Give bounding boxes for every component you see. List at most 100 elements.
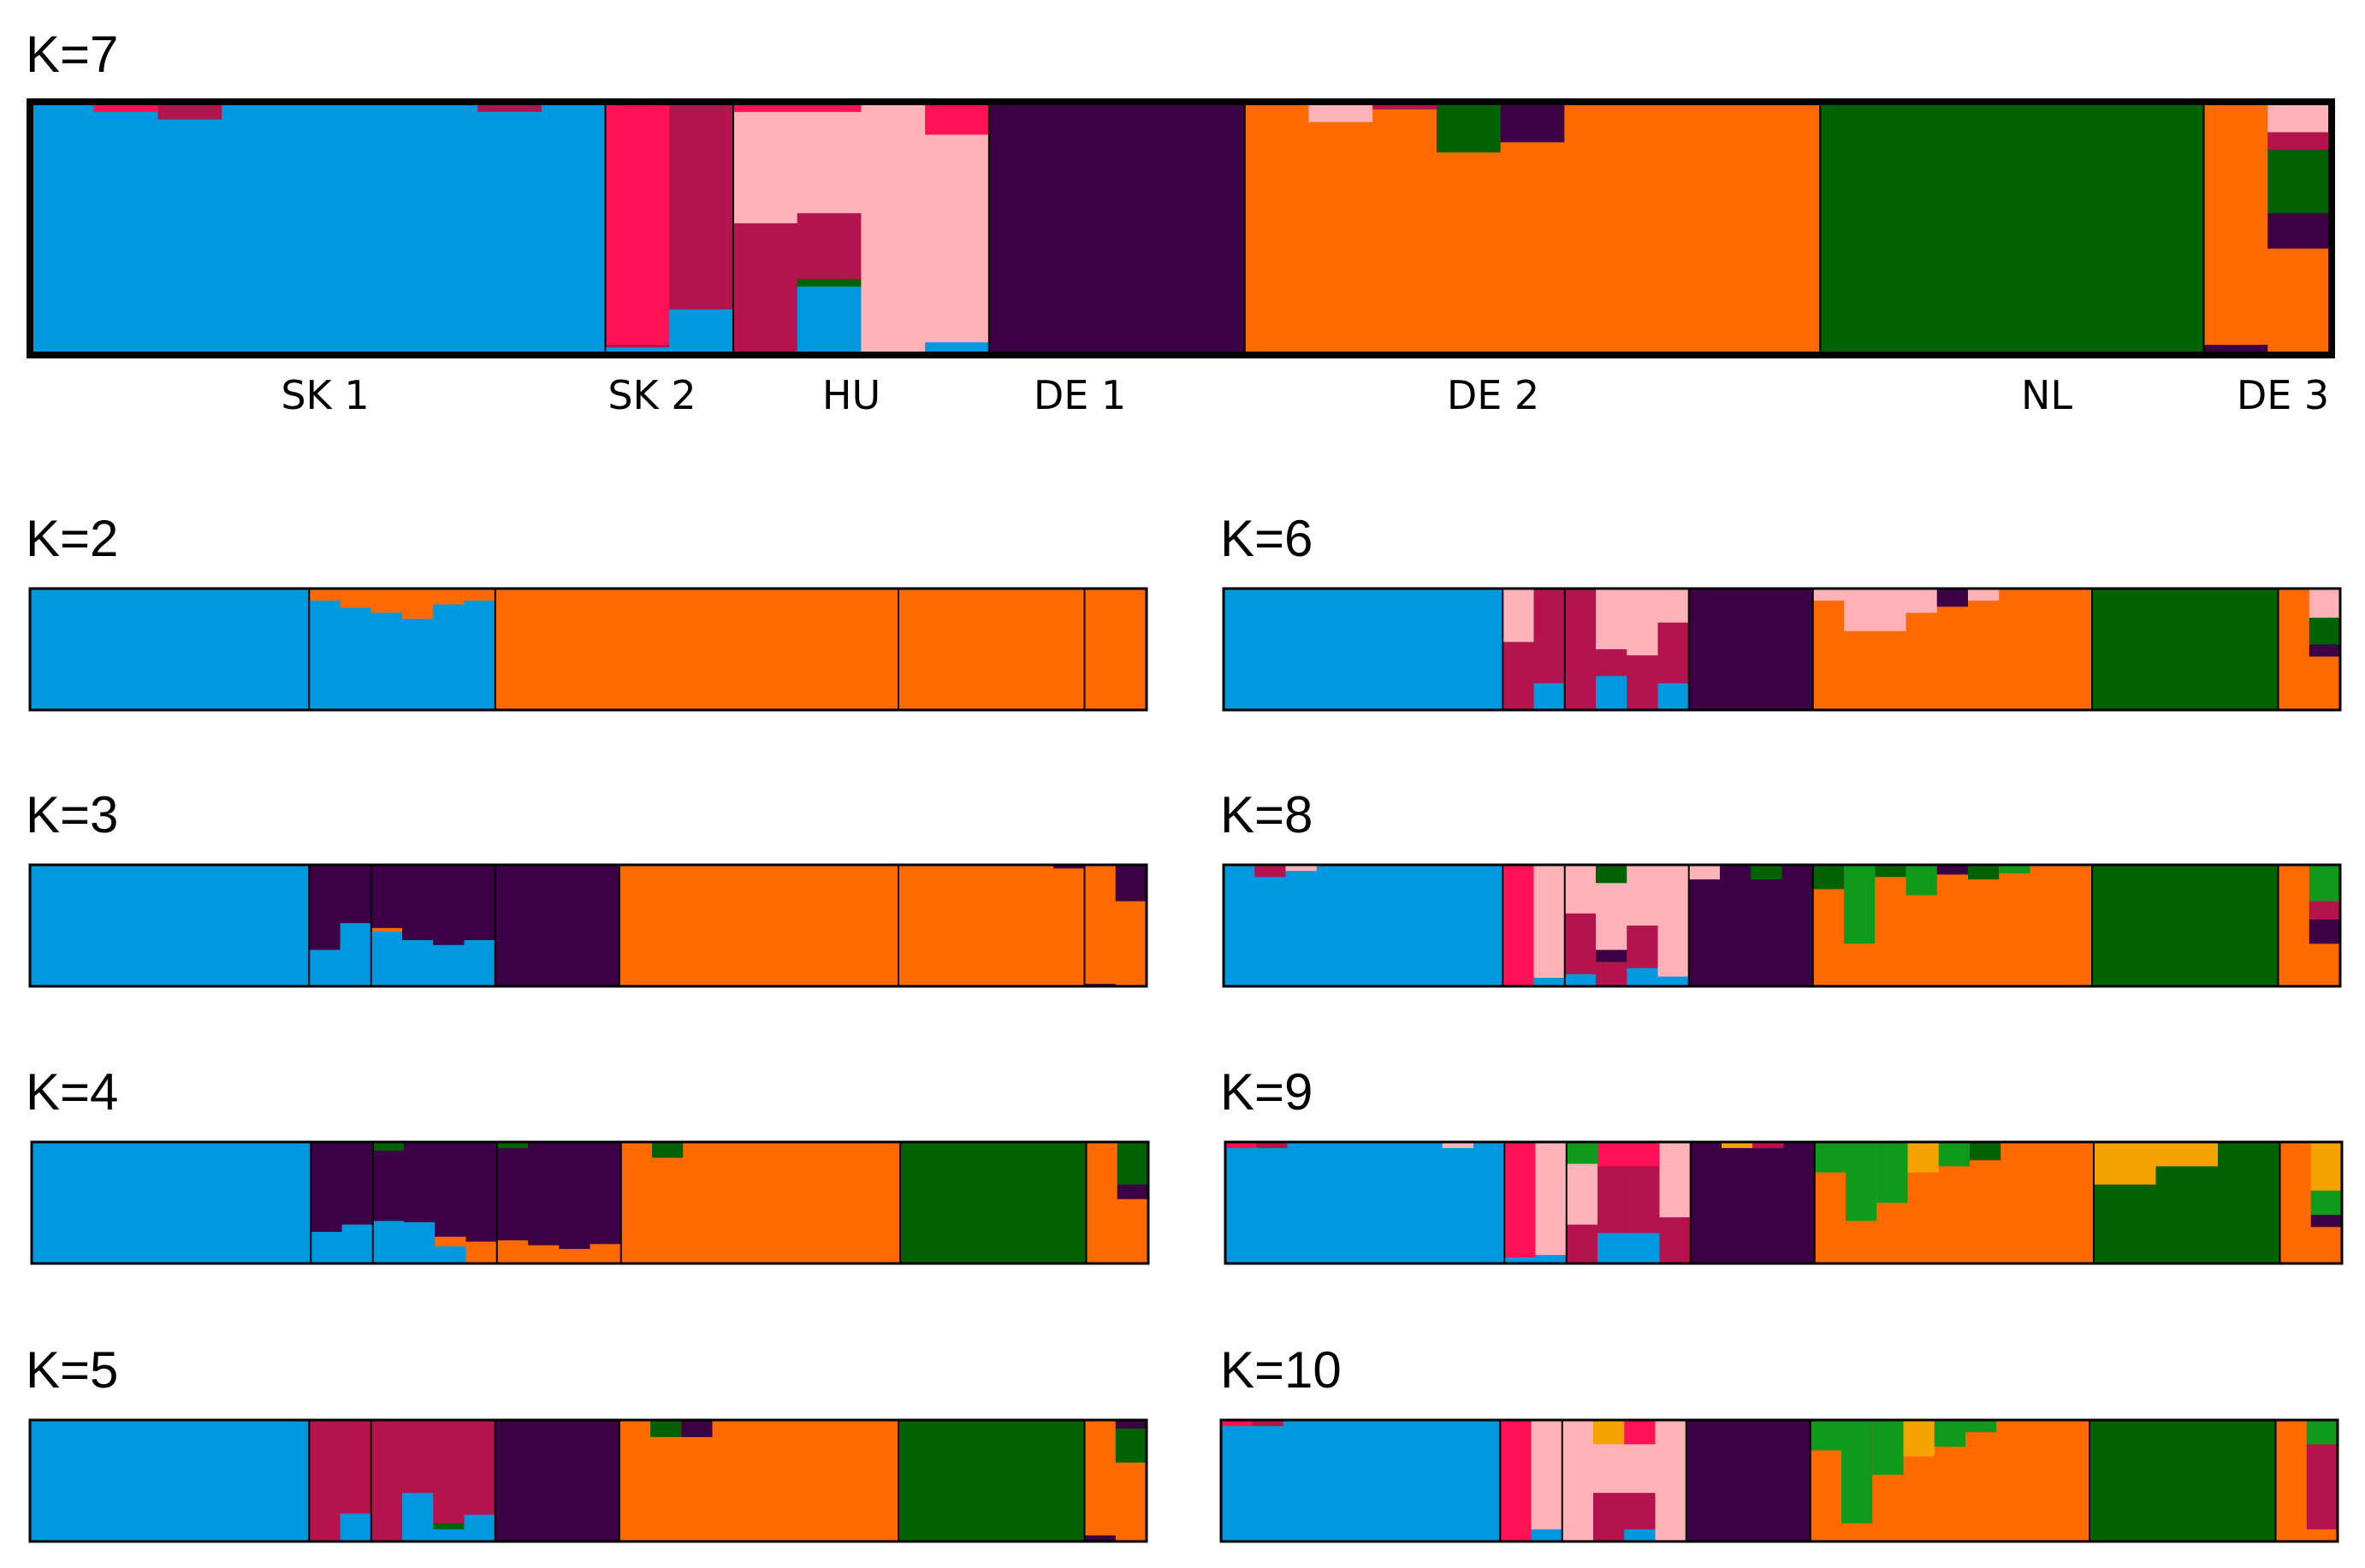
- panel-frame-k6: [1222, 587, 2342, 712]
- bar-k2-s2-c0-orange: [495, 589, 899, 711]
- bar-k9-s5-c0-darkgreen: [2094, 1184, 2157, 1264]
- bar-k2-s1-c4-orange: [433, 589, 465, 605]
- bar-k10-s2-c0-pink: [1562, 1420, 1594, 1542]
- bar-k10-s2-c3-pink: [1655, 1420, 1687, 1542]
- bar-k8-s2-c2-pink: [1627, 865, 1659, 926]
- bar-k7-s6-c1-pink: [2267, 102, 2332, 133]
- bar-k10-s2-c1-pink: [1593, 1444, 1625, 1494]
- bar-k4-s1-c1-purple: [341, 1142, 374, 1225]
- bar-k6-s3-c0-purple: [1688, 589, 1814, 711]
- bar-k9-s2-c0-crimson: [1566, 1224, 1598, 1264]
- bar-k6-s2-c2-crimson: [1627, 655, 1659, 711]
- bar-k8-s4-o4-purple: [1936, 865, 1968, 875]
- bar-k10-s4-o3-gold: [1903, 1420, 1935, 1457]
- bar-k4-s3-c0-purple: [496, 1148, 529, 1241]
- bar-k9-s1-c0-blue: [1504, 1257, 1537, 1264]
- bar-k2-s1-c3-blue: [402, 618, 434, 711]
- bar-k9-s2-c2-blue: [1628, 1233, 1661, 1264]
- bar-k7-s4-c0-orange: [1244, 102, 1821, 356]
- bar-k6-s1-c0-crimson: [1503, 642, 1535, 711]
- population-label-de-1: DE 1: [1034, 372, 1126, 418]
- bar-k8-s2-c2-crimson: [1627, 926, 1659, 968]
- bar-k4-s3-c0-orange: [496, 1240, 529, 1264]
- bar-k4-s2-c3-purple: [465, 1142, 498, 1242]
- bar-k5-s2-c0-crimson: [370, 1420, 403, 1542]
- panel-label-k9: K=9: [1220, 1063, 1313, 1121]
- bar-k9-s4-o1-green: [1846, 1142, 1877, 1222]
- bar-k8-s0-c0-blue: [1224, 865, 1503, 987]
- bar-k2-s1-c3-orange: [402, 589, 434, 619]
- bar-k7-s2-c0-pink: [732, 111, 798, 224]
- bar-k9-s6-c1-purple: [2310, 1215, 2343, 1228]
- bar-k10-s2-c1-crimson: [1593, 1493, 1625, 1542]
- bar-k9-s4-o4-green: [1938, 1142, 1970, 1167]
- panel-label-k3: K=3: [26, 786, 118, 843]
- bar-k4-s2-c3-orange: [465, 1241, 498, 1264]
- bar-k9-s6-c1-orange: [2310, 1227, 2343, 1264]
- bar-k5-s2-c2-blue: [433, 1529, 465, 1542]
- bar-k4-s2-c0-purple: [372, 1150, 405, 1222]
- population-label-de-2: DE 2: [1447, 372, 1539, 418]
- bar-k3-s2-c0-orange: [370, 927, 403, 932]
- bar-k4-s1-c0-purple: [311, 1142, 343, 1233]
- bar-k3-s1-c0-blue: [309, 950, 341, 987]
- panel-frame-k9: [1224, 1140, 2344, 1265]
- bar-k2-s1-c1-blue: [340, 607, 372, 711]
- bar-k9-s2-c1-blue: [1597, 1233, 1629, 1264]
- bar-k4-s3-c3-purple: [590, 1142, 622, 1245]
- bar-k3-s1-c0-purple: [309, 865, 341, 950]
- bar-k9-s2-c2-crimson: [1628, 1166, 1661, 1234]
- panel-frame-k10: [1219, 1418, 2339, 1543]
- bar-k10-s1-c0-red: [1500, 1420, 1532, 1542]
- bar-k2-s4-c0-orange: [1084, 589, 1147, 711]
- bar-k5-s5-c0-darkgreen: [898, 1420, 1086, 1542]
- bar-k4-s5-c0-darkgreen: [900, 1142, 1088, 1264]
- bar-k7-s4-o2-darkgreen: [1436, 102, 1501, 153]
- bar-k2-s3-c0-orange: [898, 589, 1086, 711]
- bar-k9-s2-c2-red: [1628, 1142, 1661, 1167]
- bar-k5-s2-c3-crimson: [464, 1420, 496, 1516]
- bar-k8-s4-o2-darkgreen: [1875, 865, 1906, 878]
- bar-k10-s6-c1-crimson: [2306, 1444, 2338, 1530]
- bar-k2-s1-c0-blue: [309, 601, 341, 711]
- bar-k3-s4-c0-orange: [619, 865, 899, 987]
- bar-k7-s2-c1-pink: [797, 111, 862, 214]
- bar-k8-s6-c0-orange: [2278, 865, 2310, 987]
- bar-k10-s0-o0-red: [1221, 1420, 1253, 1427]
- bar-k10-s6-c1-green: [2306, 1420, 2338, 1445]
- bar-k3-s2-c2-purple: [433, 865, 465, 946]
- bar-k4-s3-c1-orange: [528, 1245, 560, 1264]
- bar-k10-s4-o5-green: [1965, 1420, 1997, 1433]
- bar-k8-s2-c0-blue: [1564, 973, 1597, 987]
- bar-k2-s1-c4-blue: [433, 604, 465, 711]
- bar-k9-s6-c1-green: [2310, 1190, 2343, 1216]
- bar-k7-s1-c0-blue: [605, 347, 670, 356]
- bar-k7-s2-c3-pink: [925, 134, 990, 343]
- bar-k3-s2-c0-purple: [370, 865, 403, 929]
- bar-k6-s2-c1-pink: [1596, 589, 1627, 650]
- bar-k9-s5-c2-darkgreen: [2218, 1142, 2281, 1264]
- bar-k6-s4-o2-pink: [1906, 589, 1937, 613]
- bar-k8-s4-o0-darkgreen: [1812, 865, 1844, 890]
- panel-label-k10: K=10: [1220, 1341, 1342, 1399]
- population-label-sk-1: SK 1: [281, 372, 369, 418]
- bar-k10-s1-c1-blue: [1531, 1529, 1563, 1542]
- bar-k10-s4-o4-green: [1934, 1420, 1965, 1447]
- bar-k7-s1-c1-crimson: [669, 102, 734, 311]
- bar-k3-s1-c1-blue: [340, 923, 372, 987]
- bar-k9-s1-c0-red: [1504, 1142, 1537, 1258]
- bar-k6-s2-c2-pink: [1627, 589, 1659, 656]
- bar-k8-s0-o0-crimson: [1254, 865, 1286, 878]
- bar-k6-s2-c0-crimson: [1564, 589, 1597, 711]
- bar-k8-s3-c0-pink: [1688, 865, 1721, 880]
- bar-k5-s6-c1-darkgreen: [1115, 1428, 1147, 1463]
- bar-k8-s4-o1-green: [1844, 865, 1876, 944]
- bar-k7-s1-c0-crimson: [605, 345, 670, 348]
- bar-k3-s0-c0-blue: [30, 865, 310, 987]
- bar-k7-s0-c0-blue: [30, 102, 607, 356]
- bar-k6-s2-c3-pink: [1657, 589, 1690, 624]
- bar-k6-s1-c0-pink: [1503, 589, 1535, 642]
- bar-k10-s4-o0-green: [1810, 1420, 1841, 1451]
- bar-k10-s4-o2-green: [1872, 1420, 1904, 1475]
- bar-k7-s2-c1-crimson: [797, 213, 862, 280]
